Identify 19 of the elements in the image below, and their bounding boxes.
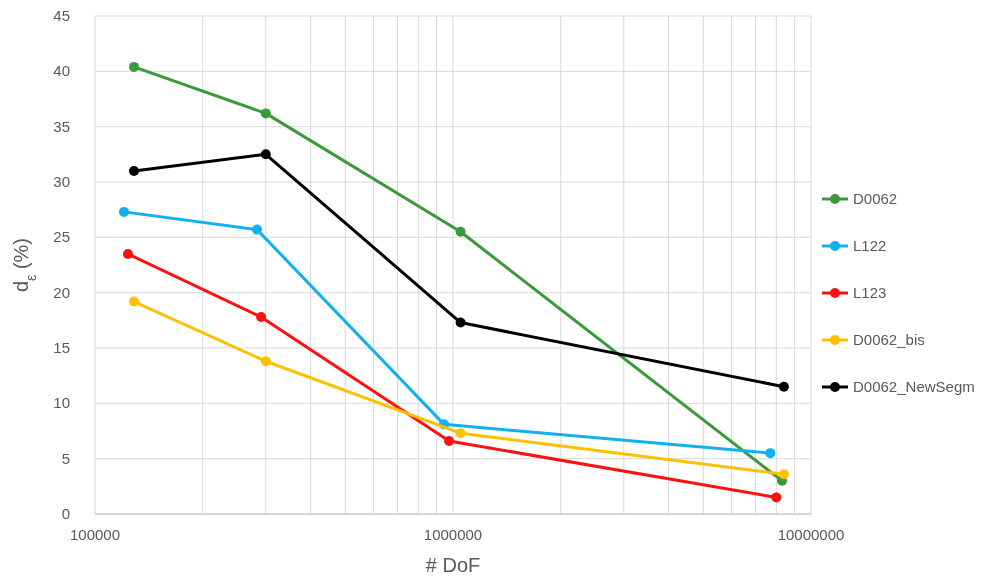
legend-label: L122 xyxy=(853,237,887,254)
y-tick-label: 10 xyxy=(53,394,70,412)
y-tick-label: 5 xyxy=(61,449,70,467)
y-tick-label: 15 xyxy=(53,339,70,356)
y-tick-label: 30 xyxy=(53,173,70,190)
y-tick-label: 25 xyxy=(53,228,70,246)
y-tick-label: 0 xyxy=(61,505,70,522)
legend-label: L123 xyxy=(853,284,887,301)
legend-label: D0062_bis xyxy=(853,331,925,348)
legend-label: D0062_NewSegm xyxy=(853,378,975,395)
y-tick-label: 40 xyxy=(53,62,70,80)
x-tick-label: 100000 xyxy=(69,526,121,543)
x-tick-label: 10000000 xyxy=(777,526,845,543)
y-tick-label: 20 xyxy=(53,283,70,301)
x-axis-title: # DoF xyxy=(425,554,481,576)
legend-label: D0062 xyxy=(853,190,898,207)
x-tick-label: 1000000 xyxy=(423,526,483,543)
y-tick-label: 45 xyxy=(53,7,70,24)
y-tick-label: 35 xyxy=(53,117,70,135)
